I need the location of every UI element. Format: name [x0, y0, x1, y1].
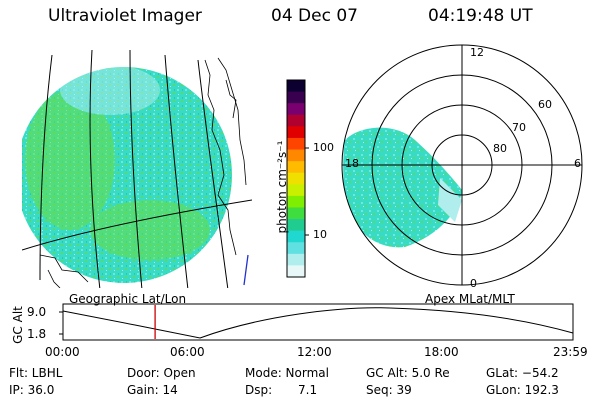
orbit-xtick-2359: 23:59	[553, 345, 588, 359]
colorbar-segment	[287, 91, 305, 104]
orbit-xtick-0000: 00:00	[45, 345, 80, 359]
orbit-ylabel: GC Alt	[11, 306, 25, 344]
status-filter: Flt: LBHL	[9, 366, 63, 380]
colorbar-tick-10: 10	[313, 228, 327, 241]
colorbar-unit-label: photon cm⁻²s⁻¹	[275, 140, 289, 234]
status-seq: Seq: 39	[366, 383, 412, 397]
mlat-label-60: 60	[538, 98, 552, 111]
mlat-label-80: 80	[493, 142, 507, 155]
colorbar-segment	[287, 80, 305, 93]
colorbar-segment	[287, 114, 305, 127]
colorbar-segment	[287, 219, 305, 232]
colorbar-segment	[287, 126, 305, 139]
coastlines	[39, 57, 247, 288]
colorbar-segment	[287, 137, 305, 151]
colorbar-tick-100: 100	[313, 141, 334, 154]
geo-panel-label: Geographic Lat/Lon	[69, 292, 187, 306]
status-mode: Mode: Normal	[245, 366, 329, 380]
app-title: Ultraviolet Imager	[48, 6, 202, 26]
colorbar-segment	[287, 242, 305, 255]
latlon-grid	[22, 49, 252, 288]
status-glon: GLon: 192.3	[486, 383, 559, 397]
orbit-xtick-1800: 18:00	[424, 345, 459, 359]
colorbar-segment	[287, 103, 305, 116]
mlat-label-70: 70	[512, 121, 526, 134]
colorbar-segment	[287, 184, 305, 197]
orbit-xtick-0600: 06:00	[170, 345, 205, 359]
status-gain: Gain: 14	[127, 383, 178, 397]
orbit-ytick-low: 1.8	[27, 327, 47, 341]
status-dsp-label: Dsp:	[245, 383, 273, 397]
colorbar-segment	[287, 207, 305, 220]
status-glat: GLat: −54.2	[486, 366, 559, 380]
uv-disk	[22, 67, 232, 283]
status-dsp-value: 7.1	[298, 383, 318, 397]
polar-uv-region	[343, 127, 462, 248]
mlt-label-6: 6	[574, 157, 581, 170]
mlt-label-0: 0	[470, 277, 477, 290]
date-readout: 04 Dec 07	[271, 6, 358, 26]
orbit-ytick-high: 9.0	[27, 305, 47, 319]
status-door: Door: Open	[127, 366, 196, 380]
colorbar-segment	[287, 253, 305, 267]
time-readout: 04:19:48 UT	[428, 6, 533, 26]
colorbar-segment	[287, 149, 305, 162]
colorbar-segment	[287, 195, 305, 209]
mlt-label-12: 12	[470, 46, 484, 59]
orbit-curve	[62, 307, 574, 339]
status-gc-alt: GC Alt: 5.0 Re	[366, 366, 450, 380]
colorbar-segment	[287, 230, 305, 243]
colorbar-segment	[287, 172, 305, 185]
colorbar-segment	[287, 265, 305, 278]
orbit-xtick-1200: 12:00	[297, 345, 332, 359]
polar-panel-label: Apex MLat/MLT	[425, 292, 515, 306]
colorbar-segment	[287, 161, 305, 174]
mlt-label-18: 18	[345, 157, 359, 170]
status-ip: IP: 36.0	[9, 383, 55, 397]
